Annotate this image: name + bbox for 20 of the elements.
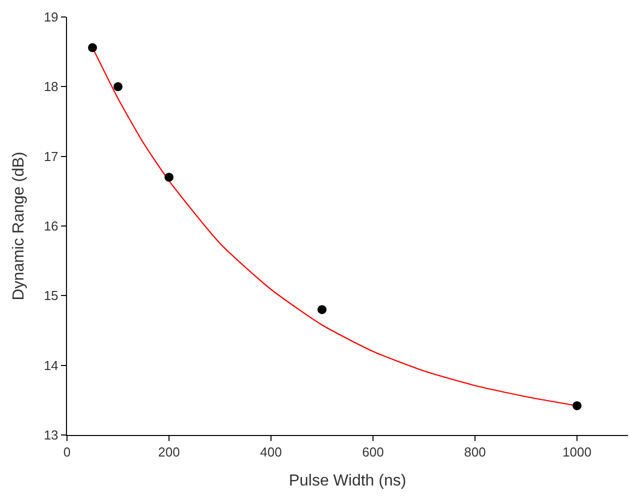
point [114,82,122,92]
x-tick-label: 1000 [562,444,592,460]
y-tick-label: 18 [44,79,58,94]
point [572,401,582,410]
y-tick-label: 15 [44,288,58,304]
point [318,305,326,314]
x-tick-label: 0 [63,444,71,460]
x-tick-label: 400 [260,444,282,460]
y-axis-title: Dynamic Range (dB) [10,152,28,300]
y-tick-label: 14 [44,358,58,373]
x-tick-label: 600 [362,444,384,460]
x-axis-title: Pulse Width (ns) [288,472,406,490]
x-tick-label: 200 [158,444,180,460]
point [164,172,174,182]
y-tick-label: 16 [44,218,58,234]
y-tick-label: 19 [44,10,58,25]
x-tick-label: 800 [464,444,486,460]
point [88,43,97,52]
y-tick-label: 13 [44,428,58,443]
y-tick-label: 17 [44,148,58,164]
